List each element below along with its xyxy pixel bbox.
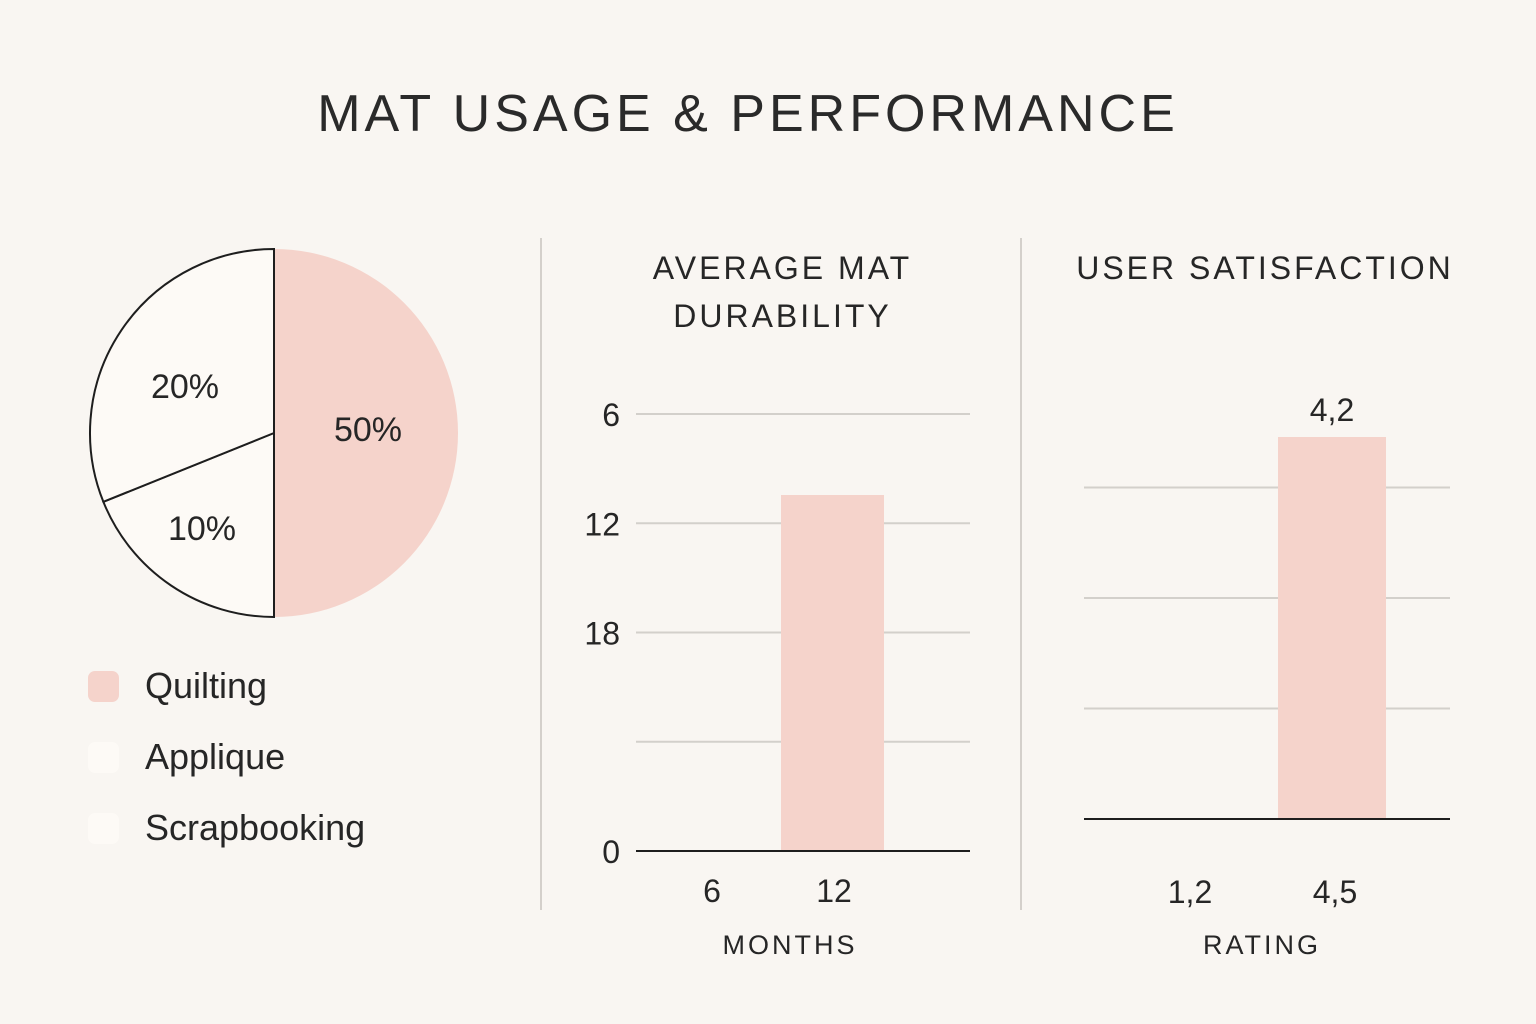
durability-x-axis-title: MONTHS: [722, 930, 858, 960]
durability-bar-12: [781, 495, 884, 851]
pie-label-scrapbooking: 20%: [151, 368, 219, 406]
durability-y-tick-label: 12: [584, 506, 620, 542]
durability-bar-chart: 6 12 18 0 6 12: [584, 397, 970, 909]
panel-divider-right: [1020, 238, 1022, 910]
durability-y-tick-label: 6: [602, 397, 620, 433]
pie-slice-scrapbooking: [89, 247, 275, 504]
legend-swatch-quilting: [88, 670, 119, 702]
pie-legend: Quilting Applique Scrapbooking: [88, 665, 366, 881]
legend-swatch-scrapbooking: [88, 812, 119, 844]
satisfaction-bar-chart: 1,2 4,2 4,5: [1084, 392, 1450, 910]
page-title: MAT USAGE & PERFORMANCE: [317, 85, 1179, 143]
pie-label-applique: 10%: [168, 510, 236, 548]
legend-label: Applique: [145, 736, 286, 777]
durability-y-tick-label: 0: [602, 834, 620, 870]
satisfaction-bar-4,5: [1278, 437, 1386, 819]
legend-item-quilting[interactable]: Quilting: [88, 665, 365, 706]
durability-x-tick-label: 6: [703, 873, 721, 909]
durability-y-tick-label: 18: [584, 616, 620, 652]
legend-label: Quilting: [145, 665, 268, 706]
legend-swatch-applique: [88, 741, 119, 773]
satisfaction-x-tick-label: 1,2: [1168, 874, 1212, 910]
satisfaction-chart-title: USER SATISFACTION: [1076, 250, 1454, 286]
pie-label-quilting: 50%: [334, 411, 402, 449]
durability-title-line-2: DURABILITY: [673, 298, 892, 334]
durability-x-tick-label: 12: [816, 873, 852, 909]
legend-label: Scrapbooking: [145, 807, 366, 848]
satisfaction-x-tick-label: 4,5: [1313, 874, 1357, 910]
durability-chart-title: AVERAGE MAT DURABILITY: [560, 244, 1005, 340]
legend-item-scrapbooking[interactable]: Scrapbooking: [88, 807, 366, 848]
panel-divider-left: [540, 238, 542, 910]
satisfaction-data-label: 4,2: [1310, 392, 1354, 428]
pie-slice-quilting: [274, 249, 458, 617]
legend-item-applique[interactable]: Applique: [88, 736, 365, 777]
pie-chart: 50% 10% 20%: [89, 247, 458, 619]
pie-slice-applique: [102, 431, 275, 619]
satisfaction-x-axis-title: RATING: [1203, 930, 1321, 960]
durability-title-line-1: AVERAGE MAT: [652, 250, 913, 286]
